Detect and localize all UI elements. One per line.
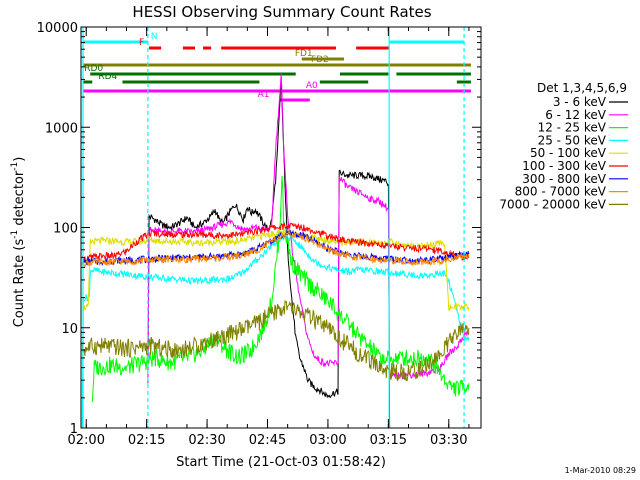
x-tick-label: 03:15 bbox=[370, 433, 407, 448]
legend-label: 50 - 100 keV bbox=[530, 146, 607, 160]
x-tick-label: 02:45 bbox=[249, 433, 286, 448]
y-tick-label: 10000 bbox=[37, 21, 78, 36]
axes: 1 10 100 1000 10000 02:00 02:15 02:30 02:45 03:00… bbox=[37, 21, 482, 448]
x-tick-label: 03:30 bbox=[430, 433, 467, 448]
series-line-3-6-kev bbox=[147, 78, 391, 429]
y-tick-label: 1 bbox=[70, 422, 78, 437]
y-tick-label: 1000 bbox=[45, 121, 78, 136]
chart-title: HESSI Observing Summary Count Rates bbox=[132, 3, 431, 21]
series-line-50-100-kev bbox=[81, 228, 470, 312]
flag-label-a1: A1 bbox=[258, 90, 270, 100]
legend-label: 12 - 25 keV bbox=[538, 121, 607, 135]
flag-label-a0: A0 bbox=[306, 81, 318, 91]
legend-label: 800 - 7000 keV bbox=[515, 185, 607, 199]
y-tick-label: 10 bbox=[61, 322, 78, 337]
legend-label: 25 - 50 keV bbox=[538, 133, 607, 147]
series-line-7000-20000-kev bbox=[81, 299, 470, 382]
legend-title: Det 1,3,4,5,6,9 bbox=[537, 81, 627, 95]
series-line-800-7000-kev bbox=[81, 230, 470, 268]
legend-label: 100 - 300 keV bbox=[522, 159, 606, 173]
series-line-25-50-kev bbox=[81, 233, 470, 429]
y-axis-label-main: Count Rate (s bbox=[12, 239, 27, 328]
y-axis-label-close: ) bbox=[12, 157, 27, 162]
flag-label-rd0: RD0 bbox=[84, 64, 103, 74]
flag-label-fd1: FD1 bbox=[295, 49, 313, 59]
legend-label: 6 - 12 keV bbox=[545, 108, 607, 122]
x-tick-label: 02:30 bbox=[188, 433, 225, 448]
series-line-12-25-kev bbox=[91, 175, 470, 403]
legend-label: 3 - 6 keV bbox=[553, 95, 607, 109]
flag-label-fd2: FD2 bbox=[311, 55, 329, 65]
y-axis-label-sup: -1 bbox=[10, 230, 20, 239]
y-axis-label-mid: detector bbox=[12, 170, 27, 230]
flag-label-f: F bbox=[139, 38, 144, 48]
legend-label: 300 - 800 keV bbox=[522, 172, 606, 186]
y-tick-label: 100 bbox=[53, 222, 78, 237]
x-tick-label: 02:15 bbox=[128, 433, 165, 448]
flag-label-n: N bbox=[151, 32, 158, 42]
x-tick-label: 02:00 bbox=[68, 433, 105, 448]
flag-label-rd4: RD4 bbox=[98, 72, 117, 82]
x-tick-label: 03:00 bbox=[309, 433, 346, 448]
y-axis-label-sup2: -1 bbox=[10, 162, 20, 171]
series-lines bbox=[81, 73, 470, 429]
x-axis-label: Start Time (21-Oct-03 01:58:42) bbox=[176, 455, 386, 470]
y-axis-label: Count Rate (s-1 detector-1) bbox=[10, 157, 27, 328]
footer-timestamp: 1-Mar-2010 08:29 bbox=[565, 466, 636, 475]
series-line-100-300-kev bbox=[81, 222, 470, 264]
legend-label: 7000 - 20000 keV bbox=[499, 197, 606, 211]
